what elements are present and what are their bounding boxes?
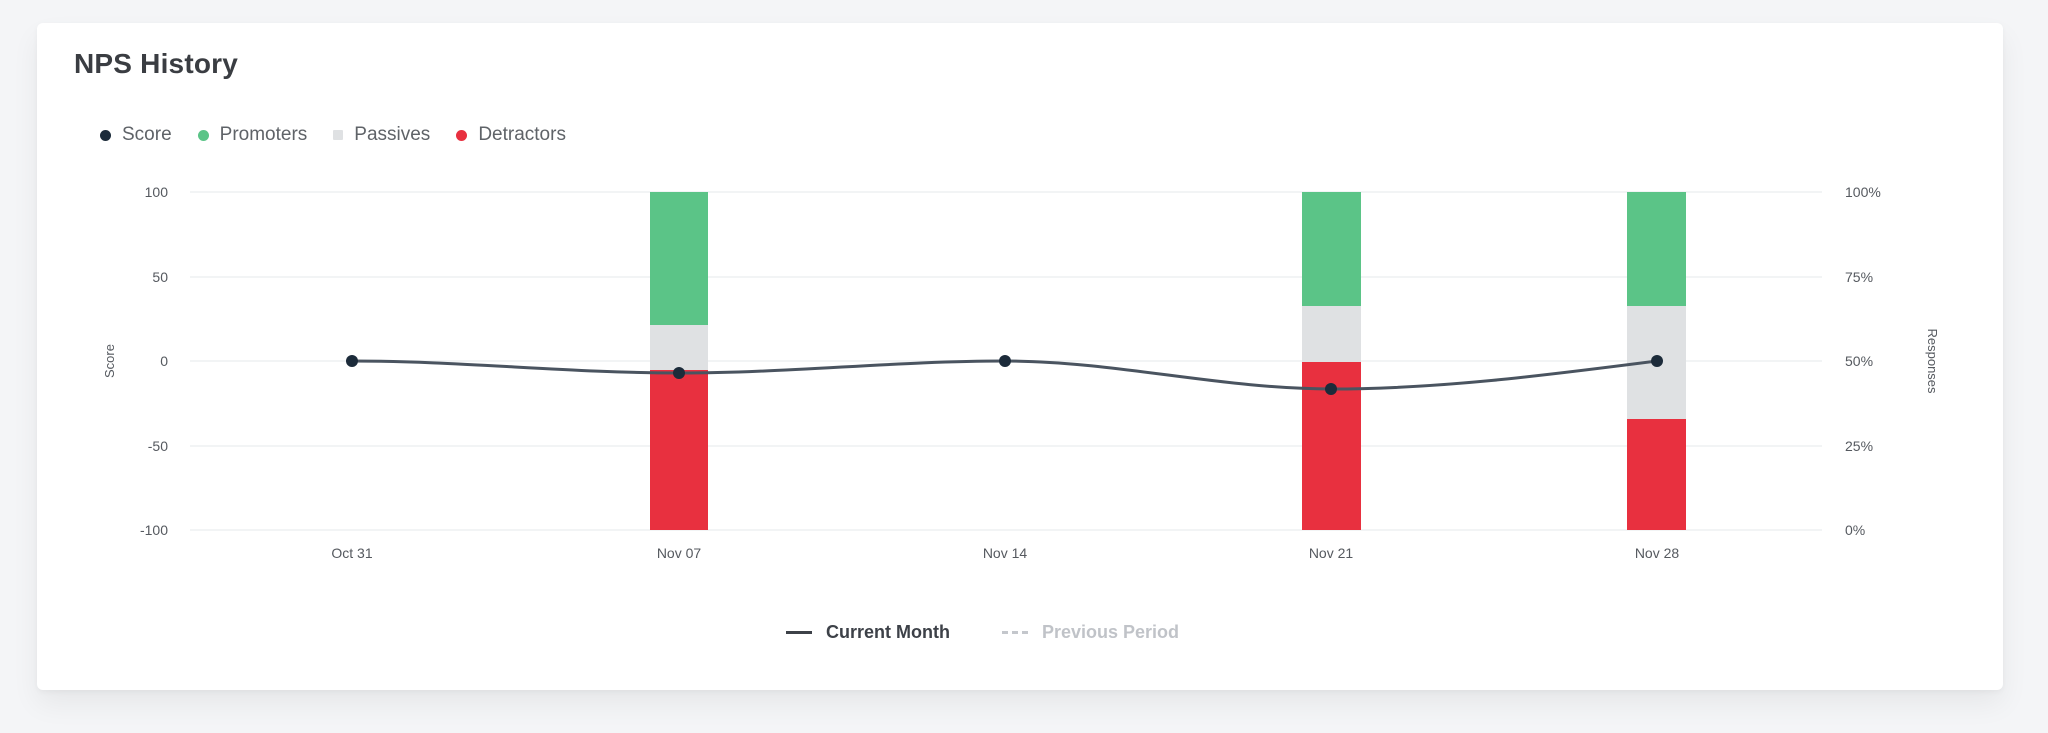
score-dot-icon bbox=[100, 129, 111, 141]
legend-label: Passives bbox=[354, 124, 431, 145]
right-tick: 75% bbox=[1845, 269, 1873, 285]
left-axis-title: Score bbox=[102, 344, 117, 378]
passives-segment[interactable] bbox=[650, 325, 708, 370]
detractors-segment[interactable] bbox=[1627, 419, 1686, 530]
bar-nov-21[interactable] bbox=[1302, 192, 1361, 530]
legend-current-month[interactable]: Current Month bbox=[786, 622, 950, 643]
legend-item-score[interactable]: Score bbox=[100, 124, 172, 146]
score-point[interactable] bbox=[346, 355, 358, 367]
legend-label: Promoters bbox=[219, 124, 308, 145]
left-tick: 50 bbox=[152, 269, 168, 285]
score-point[interactable] bbox=[999, 355, 1011, 367]
score-points bbox=[346, 355, 1663, 395]
right-tick: 25% bbox=[1845, 438, 1873, 454]
legend-item-promoters[interactable]: Promoters bbox=[197, 124, 308, 146]
card-title: NPS History bbox=[74, 48, 239, 79]
left-tick: 0 bbox=[160, 353, 168, 369]
right-axis-title: Responses bbox=[1925, 328, 1940, 394]
x-axis: Oct 31 Nov 07 Nov 14 Nov 21 Nov 28 bbox=[331, 545, 1679, 561]
detractors-segment[interactable] bbox=[650, 370, 708, 530]
solid-line-icon bbox=[786, 631, 812, 634]
bar-nov-28[interactable] bbox=[1627, 192, 1686, 530]
legend-label: Detractors bbox=[478, 124, 566, 145]
legend-previous-period[interactable]: Previous Period bbox=[1001, 622, 1180, 643]
x-tick: Nov 21 bbox=[1309, 545, 1354, 561]
x-tick: Nov 28 bbox=[1635, 545, 1680, 561]
left-tick: -50 bbox=[148, 438, 168, 454]
detractors-dot-icon bbox=[456, 129, 468, 141]
right-tick: 0% bbox=[1845, 522, 1865, 538]
legend-item-detractors[interactable]: Detractors bbox=[456, 124, 566, 146]
legend-label: Previous Period bbox=[1041, 622, 1180, 642]
legend-label: Current Month bbox=[826, 622, 950, 642]
x-tick: Nov 07 bbox=[657, 545, 702, 561]
bar-nov-07[interactable] bbox=[650, 192, 708, 530]
right-axis: 100% 75% 50% 25% 0% bbox=[1845, 184, 1881, 538]
passives-square-icon bbox=[333, 130, 344, 140]
chart-legend: Score Promoters Passives Detractors bbox=[100, 124, 592, 146]
left-axis: 100 50 0 -50 -100 bbox=[140, 184, 168, 538]
x-tick: Oct 31 bbox=[331, 545, 372, 561]
passives-segment[interactable] bbox=[1302, 306, 1361, 362]
score-point[interactable] bbox=[1325, 383, 1337, 395]
promoters-segment[interactable] bbox=[1627, 192, 1686, 306]
promoters-segment[interactable] bbox=[1302, 192, 1361, 306]
promoters-segment[interactable] bbox=[650, 192, 708, 325]
dashed-line-icon bbox=[1001, 631, 1028, 634]
x-tick: Nov 14 bbox=[983, 545, 1028, 561]
right-tick: 100% bbox=[1845, 184, 1881, 200]
right-tick: 50% bbox=[1845, 353, 1873, 369]
score-point[interactable] bbox=[673, 367, 685, 379]
legend-item-passives[interactable]: Passives bbox=[333, 124, 430, 146]
score-point[interactable] bbox=[1651, 355, 1663, 367]
promoters-dot-icon bbox=[197, 129, 209, 141]
left-tick: -100 bbox=[140, 522, 168, 538]
period-legend: Current Month Previous Period bbox=[786, 622, 1231, 643]
legend-label: Score bbox=[122, 124, 172, 145]
left-tick: 100 bbox=[145, 184, 169, 200]
